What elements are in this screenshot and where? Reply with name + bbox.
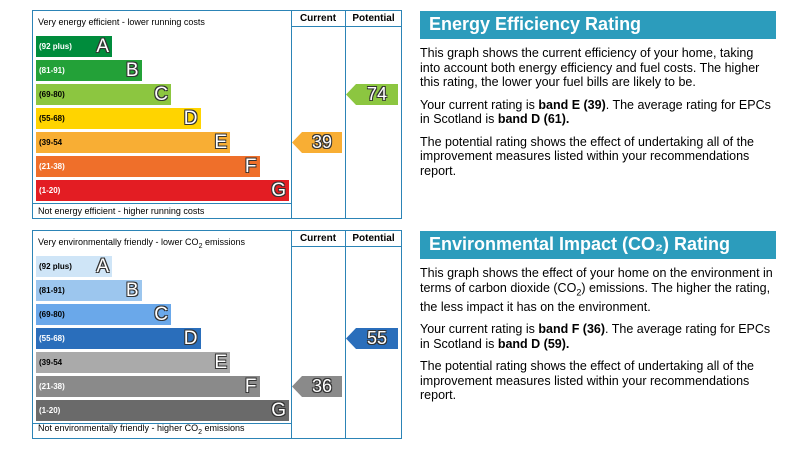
band-letter: F [244, 376, 257, 397]
env-current-band: band F (36) [538, 322, 606, 336]
band-range-label: (55-68) [39, 114, 65, 123]
env-rating-mid: . The average rating for EPCs in Scotlan… [420, 322, 771, 351]
band-b: (81-91) B [36, 60, 142, 81]
band-range-label: (92 plus) [39, 262, 72, 271]
band-c: (69-80) C [36, 304, 171, 325]
band-letter: C [154, 304, 168, 325]
current-column-header: Current [299, 233, 337, 244]
band-letter: G [271, 400, 286, 421]
band-f: (21-38) F [36, 376, 260, 397]
current-column-header: Current [299, 13, 337, 24]
band-letter: D [183, 328, 198, 349]
env-intro-text: This graph shows the effect of your home… [420, 266, 776, 314]
env-potential-text: The potential rating shows the effect of… [420, 359, 755, 402]
env-top-caption-suffix: emissions [202, 237, 245, 247]
energy-panel-title: Energy Efficiency Rating [420, 11, 776, 39]
energy-average-band: band D (61). [497, 112, 570, 126]
band-letter: B [125, 280, 139, 301]
band-letter: D [183, 108, 198, 129]
band-b: (81-91) B [36, 280, 142, 301]
band-e: (39-54 E [36, 352, 230, 373]
energy-top-caption: Very energy efficient - lower running co… [38, 17, 205, 27]
band-e: (39-54 E [36, 132, 230, 153]
potential-column-header: Potential [352, 13, 395, 24]
current-column-divider [291, 11, 292, 218]
header-divider [291, 246, 401, 247]
environmental-impact-description: Environmental Impact (CO₂) Rating This g… [420, 231, 776, 403]
band-a: (92 plus) A [36, 36, 112, 57]
band-letter: G [271, 180, 286, 201]
band-a: (92 plus) A [36, 256, 112, 277]
energy-rating-text: Your current rating is band E (39). The … [420, 98, 776, 127]
band-range-label: (1-20) [39, 186, 61, 195]
energy-current-rating-arrow: 39 [292, 132, 342, 153]
energy-current-band: band E (39) [538, 97, 606, 112]
band-c: (69-80) C [36, 84, 171, 105]
band-range-label: (69-80) [39, 310, 65, 319]
env-intro-subscript: 2 [576, 287, 582, 297]
potential-column-divider [345, 11, 346, 218]
potential-column-header: Potential [352, 233, 395, 244]
env-intro-prefix: This graph shows the effect of your home… [420, 266, 773, 295]
band-letter: C [154, 84, 168, 105]
env-current-rating-arrow: 36 [292, 376, 342, 397]
band-range-label: (39-54 [39, 138, 63, 147]
env-top-caption: Very environmentally friendly - lower CO… [38, 237, 245, 250]
energy-efficiency-graph: Very energy efficient - lower running co… [32, 10, 402, 219]
band-range-label: (39-54 [39, 358, 63, 367]
bottom-divider [33, 423, 291, 424]
band-range-label: (92 plus) [39, 42, 72, 51]
band-letter: E [214, 132, 227, 153]
band-letter: B [125, 60, 139, 81]
env-potential-rating-arrow: 55 [346, 328, 398, 349]
env-rating-prefix: Your current rating is [420, 322, 539, 336]
band-letter: A [96, 36, 109, 57]
energy-rating-prefix: Your current rating is [420, 97, 539, 112]
band-range-label: (69-80) [39, 90, 65, 99]
band-g: (1-20) G [36, 180, 289, 201]
env-top-caption-subscript: 2 [198, 242, 203, 250]
env-bottom-caption: Not environmentally friendly - higher CO… [38, 423, 245, 436]
band-d: (55-68) D [36, 328, 201, 349]
energy-potential-text: The potential rating shows the effect of… [420, 134, 755, 178]
current-column-divider [291, 231, 292, 438]
band-range-label: (21-38) [39, 162, 65, 171]
potential-column-divider [345, 231, 346, 438]
band-f: (21-38) F [36, 156, 260, 177]
energy-potential-rating-arrow: 74 [346, 84, 398, 105]
header-divider [291, 26, 401, 27]
band-letter: F [244, 156, 257, 177]
band-range-label: (81-91) [39, 286, 65, 295]
band-range-label: (21-38) [39, 382, 65, 391]
env-bottom-caption-subscript: 2 [198, 429, 202, 436]
env-average-band: band D (59). [497, 336, 570, 351]
band-letter: A [96, 256, 109, 277]
environmental-impact-graph: Very environmentally friendly - lower CO… [32, 230, 402, 439]
env-bottom-caption-text: Not environmentally friendly - higher CO [38, 423, 199, 434]
band-d: (55-68) D [36, 108, 201, 129]
band-range-label: (55-68) [39, 334, 65, 343]
band-range-label: (81-91) [39, 66, 65, 75]
env-panel-title: Environmental Impact (CO₂) Rating [420, 231, 776, 259]
env-bottom-caption-suffix: emissions [201, 423, 245, 434]
energy-rating-mid: . The average rating for EPCs in Scotlan… [420, 97, 771, 127]
band-letter: E [214, 352, 227, 373]
bottom-divider [33, 203, 291, 204]
energy-bottom-caption: Not energy efficient - higher running co… [38, 206, 205, 216]
band-range-label: (1-20) [39, 406, 61, 415]
energy-intro-text: This graph shows the current efficiency … [420, 46, 760, 89]
env-top-caption-text: Very environmentally friendly - lower CO [38, 237, 199, 247]
env-intro-suffix: ) emissions. The higher the rating, the … [420, 280, 771, 314]
env-rating-text: Your current rating is band F (36). The … [420, 322, 776, 351]
energy-efficiency-description: Energy Efficiency Rating This graph show… [420, 11, 776, 178]
band-g: (1-20) G [36, 400, 289, 421]
